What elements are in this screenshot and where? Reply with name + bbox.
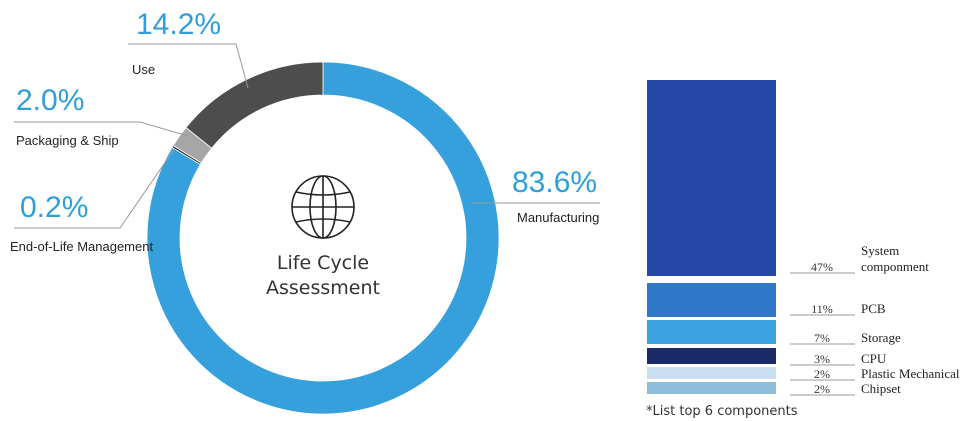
bar-pct-pcb: 11% [811,302,833,316]
bar-pct-cpu: 3% [814,352,830,366]
leader-line-packaging-ship [14,121,189,137]
pct-label-use: 14.2% [136,8,221,41]
bar-label-chipset: Chipset [861,381,901,396]
bar-pct-plastic-mechanical: 2% [814,367,830,381]
name-label-end-of-life-management: End-of-Life Management [10,239,153,254]
pct-label-end-of-life-management: 0.2% [20,191,88,224]
bar-segment-system-componment [647,80,776,276]
slice-use [185,61,324,149]
bar-segment-storage [647,320,776,344]
bar-pct-storage: 7% [814,331,830,345]
bar-label-cpu: CPU [861,351,887,366]
name-label-use: Use [132,62,155,77]
center-title-line1: Life Cycle [277,252,369,274]
center-title-line2: Assessment [266,277,380,299]
pct-label-packaging-ship: 2.0% [16,84,84,117]
bar-pct-chipset: 2% [814,382,830,396]
bar-segment-pcb [647,283,776,317]
bar-label-plastic-mechanical: Plastic Mechanical [861,366,960,381]
bar-label-system-componment: System [861,243,899,258]
bar-segment-cpu [647,348,776,364]
pct-label-manufacturing: 83.6% [512,166,597,199]
bar-segment-chipset [647,382,776,394]
bar-label-pcb: PCB [861,301,886,316]
bar-pct-system-componment: 47% [811,260,833,274]
donut-labels: 14.2% Use 2.0% Packaging & Ship 0.2% End-of-L… [10,8,600,254]
leader-line-end-of-life-management [14,147,176,229]
bar-label-system-componment: componment [861,259,929,274]
footnote: *List top 6 components [646,404,798,419]
name-label-packaging-ship: Packaging & Ship [16,133,119,148]
leader-line-use [128,43,249,89]
bar-segment-plastic-mechanical [647,367,776,379]
bar-label-storage: Storage [861,330,901,345]
globe-icon [291,175,355,239]
name-label-manufacturing: Manufacturing [517,210,599,225]
